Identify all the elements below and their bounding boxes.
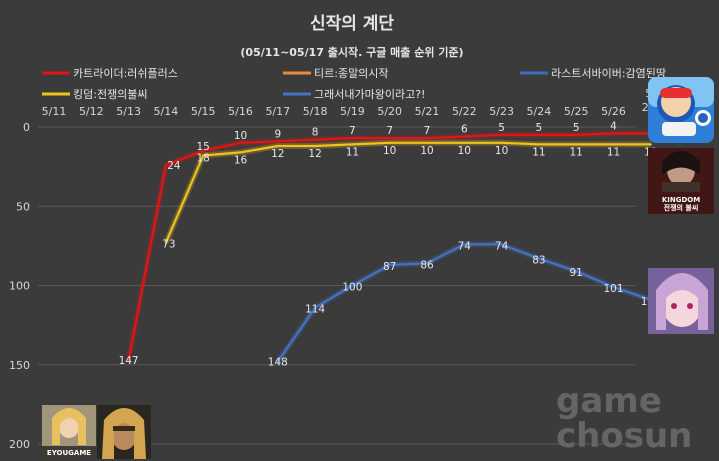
chart-subtitle: (05/11~05/17 출시작. 구글 매출 순위 기준) (240, 45, 463, 59)
x-tick-9: 5/20 (377, 105, 402, 118)
data-labels: 1472415109877765554473181612121110101010… (119, 120, 661, 368)
watermark: game chosun (556, 381, 692, 456)
y-tick-150: 150 (9, 359, 30, 372)
x-tick-8: 5/19 (340, 105, 365, 118)
thumbnail-eyou-logo: EYOUGAME (47, 449, 91, 457)
thumbnail-kingdom: KINGDOM 전쟁의 불씨 (648, 148, 714, 214)
legend-label-0: 카트라이더:러쉬플러스 (73, 67, 178, 80)
data-label-카트라이더-러쉬플러스-7: 8 (312, 127, 319, 139)
data-label-카트라이더-러쉬플러스-2: 147 (119, 355, 139, 367)
legend-label-2: 라스트서바이버:감염된땅 (551, 67, 666, 80)
x-tick-13: 5/24 (527, 105, 552, 118)
thumbnail-kingdom-sub: 전쟁의 불씨 (664, 203, 699, 212)
data-label-그래서내가마왕이라고--10: 86 (420, 259, 434, 271)
y-tick-100: 100 (9, 280, 30, 293)
data-label-그래서내가마왕이라고--15: 101 (603, 283, 623, 295)
data-label-킹덤-전쟁의불씨-4: 18 (197, 153, 210, 165)
data-label-카트라이더-러쉬플러스-4: 15 (197, 141, 210, 153)
data-label-킹덤-전쟁의불씨-9: 10 (383, 145, 396, 157)
data-label-카트라이더-러쉬플러스-14: 5 (573, 122, 580, 134)
data-label-킹덤-전쟁의불씨-10: 10 (420, 145, 433, 157)
data-label-킹덤-전쟁의불씨-3: 73 (162, 239, 175, 251)
y-tick-200: 200 (9, 438, 30, 451)
data-label-카트라이더-러쉬플러스-11: 6 (461, 124, 468, 136)
thumbnail-maou (648, 268, 714, 334)
legend-label-4: 그래서내가마왕이라고?! (314, 88, 425, 101)
data-label-킹덤-전쟁의불씨-5: 16 (234, 154, 248, 166)
data-label-킹덤-전쟁의불씨-6: 12 (271, 148, 284, 160)
data-label-그래서내가마왕이라고--14: 91 (570, 267, 583, 279)
series-line-3 (164, 141, 652, 244)
x-tick-14: 5/25 (564, 105, 589, 118)
series-layer (125, 130, 652, 364)
data-label-그래서내가마왕이라고--9: 87 (383, 261, 396, 273)
data-label-그래서내가마왕이라고--7: 114 (305, 304, 325, 316)
data-label-카트라이더-러쉬플러스-8: 7 (349, 125, 356, 137)
thumbnail-kingdom-logo: KINGDOM (662, 196, 700, 204)
data-label-카트라이더-러쉬플러스-5: 10 (234, 130, 247, 142)
x-tick-4: 5/15 (191, 105, 216, 118)
x-tick-10: 5/21 (415, 105, 440, 118)
data-label-그래서내가마왕이라고--12: 74 (495, 240, 509, 252)
thumbnail-lastsurvivor: EYOUGAME (42, 405, 96, 459)
thumbnail-kartrider (648, 77, 714, 143)
data-label-그래서내가마왕이라고--6: 148 (268, 357, 288, 369)
x-tick-12: 5/23 (489, 105, 514, 118)
data-label-킹덤-전쟁의불씨-7: 12 (308, 148, 321, 160)
x-tick-0: 5/11 (42, 105, 67, 118)
y-tick-0: 0 (23, 121, 30, 134)
x-tick-1: 5/12 (79, 105, 104, 118)
data-label-카트라이더-러쉬플러스-6: 9 (274, 128, 281, 140)
x-tick-2: 5/13 (116, 105, 141, 118)
watermark-line2: chosun (556, 416, 692, 456)
data-label-카트라이더-러쉬플러스-13: 5 (536, 122, 543, 134)
data-label-카트라이더-러쉬플러스-10: 7 (424, 125, 431, 137)
x-tick-11: 5/22 (452, 105, 477, 118)
data-label-킹덤-전쟁의불씨-14: 11 (570, 146, 583, 158)
data-label-카트라이더-러쉬플러스-3: 24 (167, 160, 181, 172)
data-label-킹덤-전쟁의불씨-13: 11 (532, 146, 545, 158)
legend-label-1: 티르:종말의시작 (314, 67, 389, 80)
data-label-그래서내가마왕이라고--13: 83 (532, 255, 545, 267)
data-label-그래서내가마왕이라고--11: 74 (458, 240, 472, 252)
thumbnail-tir (97, 405, 151, 459)
x-tick-7: 5/18 (303, 105, 328, 118)
data-label-킹덤-전쟁의불씨-12: 10 (495, 145, 508, 157)
y-tick-50: 50 (16, 200, 30, 213)
data-label-카트라이더-러쉬플러스-9: 7 (386, 125, 393, 137)
data-label-킹덤-전쟁의불씨-15: 11 (607, 146, 620, 158)
x-tick-6: 5/17 (265, 105, 290, 118)
data-label-그래서내가마왕이라고--8: 100 (342, 282, 362, 294)
series-line-0 (127, 132, 652, 362)
gridlines (38, 126, 636, 445)
legend-label-3: 킹덤:전쟁의불씨 (73, 88, 148, 101)
x-tick-5: 5/16 (228, 105, 253, 118)
watermark-line1: game (556, 381, 662, 421)
series-glow-0 (125, 130, 651, 361)
data-label-카트라이더-러쉬플러스-12: 5 (498, 122, 505, 134)
chart-title: 신작의 계단 (310, 14, 394, 34)
x-tick-3: 5/14 (154, 105, 179, 118)
y-axis-ticks: 0 50 100 150 200 (9, 121, 30, 451)
x-tick-15: 5/26 (601, 105, 626, 118)
data-label-킹덤-전쟁의불씨-8: 11 (346, 146, 359, 158)
series-glow-4 (275, 241, 652, 364)
series-line-4 (276, 243, 652, 363)
data-label-킹덤-전쟁의불씨-11: 10 (458, 145, 471, 157)
data-label-카트라이더-러쉬플러스-15: 4 (610, 120, 617, 132)
